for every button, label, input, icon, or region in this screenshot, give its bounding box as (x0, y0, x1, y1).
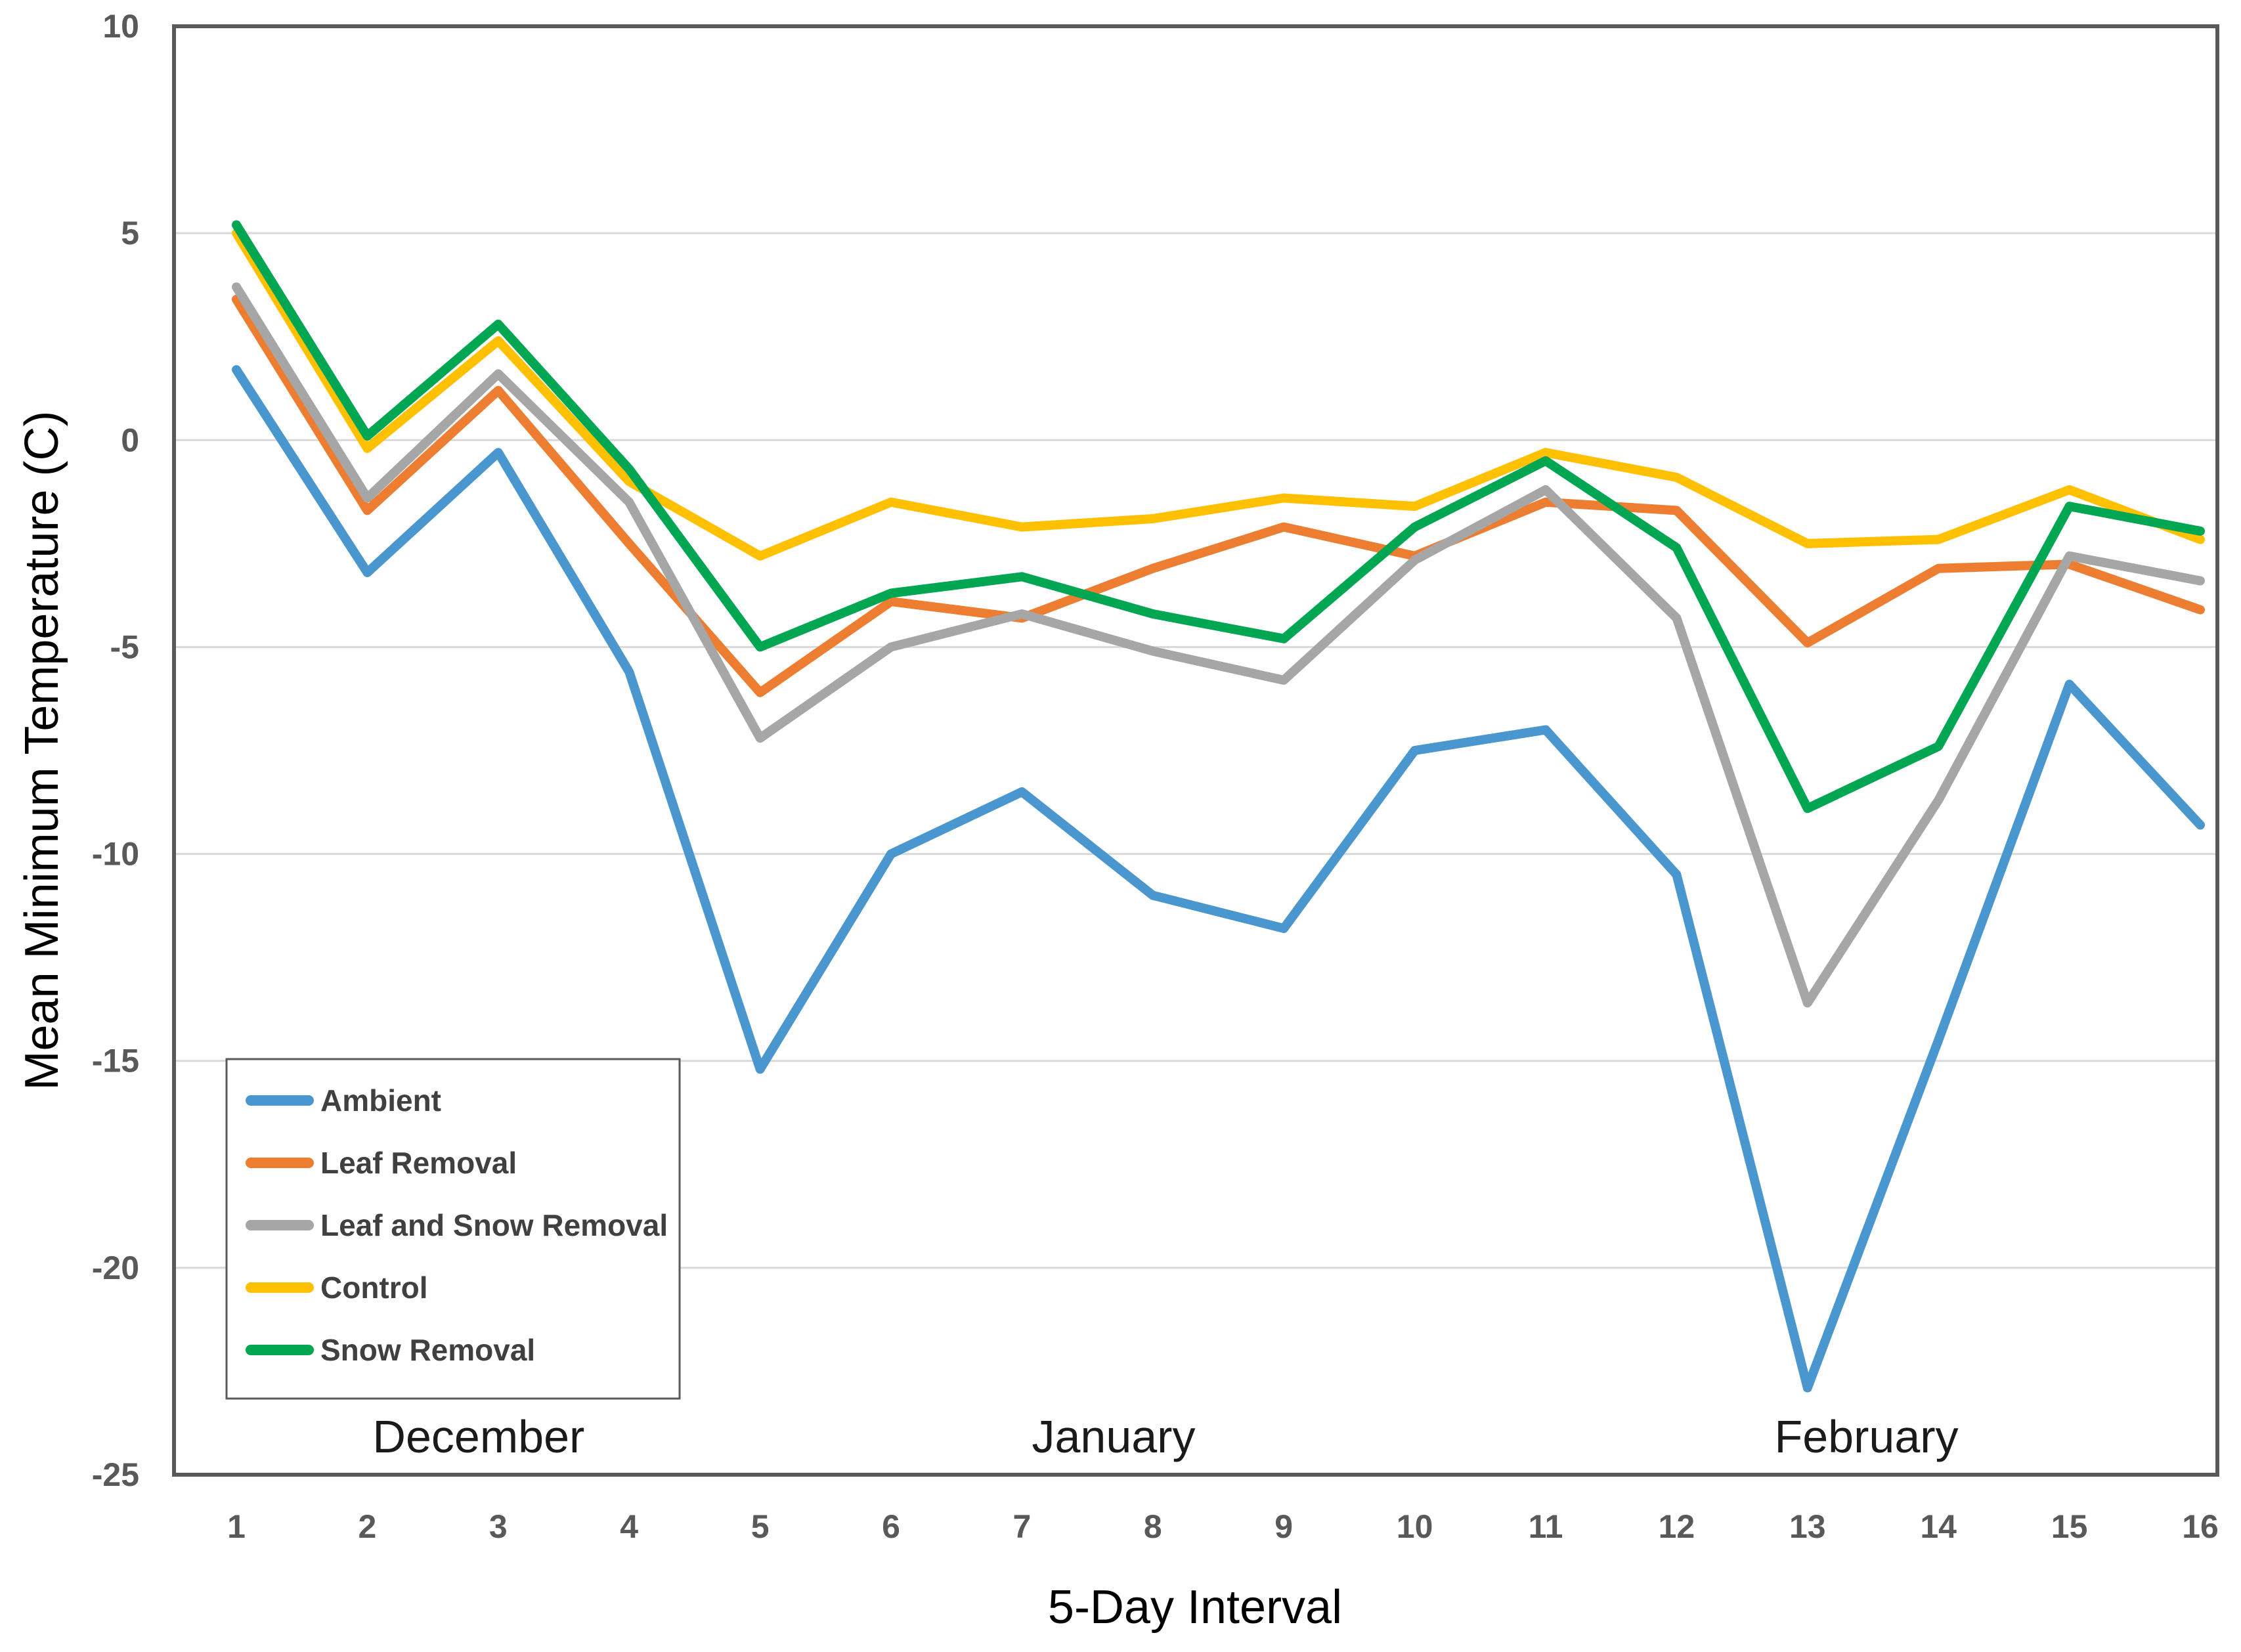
y-tick-label-5: 5 (121, 215, 139, 251)
y-tick-label--25: -25 (92, 1456, 139, 1493)
y-tick-label--15: -15 (92, 1043, 139, 1079)
legend-label-leaf-removal: Leaf Removal (320, 1146, 517, 1180)
y-axis-title: Mean Minimum Temperature (C) (16, 411, 68, 1091)
x-tick-label-12: 12 (1659, 1508, 1695, 1545)
x-tick-label-5: 5 (751, 1508, 770, 1545)
month-label-february: February (1774, 1411, 1958, 1462)
x-tick-label-15: 15 (2051, 1508, 2088, 1545)
legend-label-leaf-and-snow-removal: Leaf and Snow Removal (320, 1208, 668, 1242)
y-tick-label--20: -20 (92, 1250, 139, 1286)
x-tick-label-3: 3 (489, 1508, 508, 1545)
x-tick-label-1: 1 (227, 1508, 246, 1545)
y-tick-label--5: -5 (110, 628, 139, 665)
y-tick-label-0: 0 (121, 422, 139, 458)
x-tick-label-4: 4 (620, 1508, 638, 1545)
x-tick-label-9: 9 (1274, 1508, 1293, 1545)
x-tick-label-7: 7 (1012, 1508, 1031, 1545)
x-tick-label-10: 10 (1397, 1508, 1433, 1545)
legend-label-snow-removal: Snow Removal (320, 1333, 535, 1367)
series-line-snow-removal (232, 220, 2205, 814)
series-line-ambient (232, 365, 2205, 1393)
x-tick-label-6: 6 (882, 1508, 900, 1545)
x-tick-label-2: 2 (358, 1508, 376, 1545)
y-tick-label--10: -10 (92, 836, 139, 873)
y-tick-label-10: 10 (102, 8, 139, 45)
legend-label-ambient: Ambient (320, 1083, 441, 1118)
series-line-control (232, 228, 2205, 561)
x-axis-title: 5-Day Interval (1048, 1581, 1342, 1634)
x-tick-label-8: 8 (1144, 1508, 1162, 1545)
x-tick-label-13: 13 (1789, 1508, 1826, 1545)
series-line-leaf-removal (232, 295, 2205, 697)
x-tick-label-11: 11 (1529, 1508, 1563, 1545)
series-line-leaf-and-snow-removal (232, 282, 2205, 1008)
plot-border (172, 24, 2219, 1477)
month-label-january: January (1032, 1411, 1195, 1462)
legend-label-control: Control (320, 1271, 428, 1305)
month-label-december: December (372, 1411, 584, 1462)
x-tick-label-14: 14 (1920, 1508, 1957, 1545)
x-tick-label-16: 16 (2182, 1508, 2219, 1545)
